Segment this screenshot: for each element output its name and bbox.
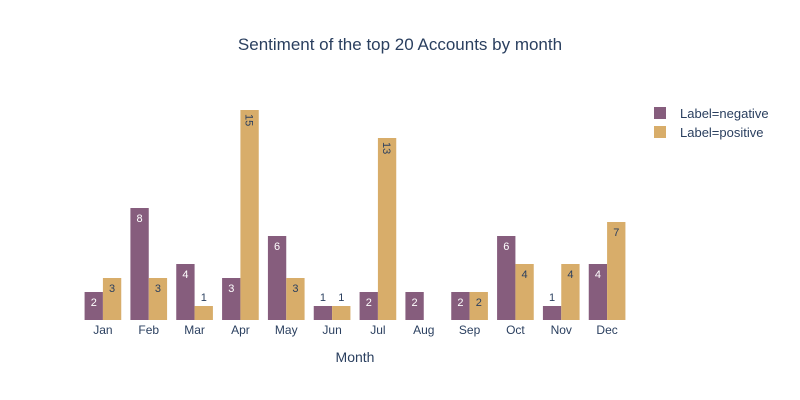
x-tick-label: Feb (138, 323, 159, 337)
bar-value-label: 4 (595, 269, 601, 281)
chart-title: Sentiment of the top 20 Accounts by mont… (238, 35, 562, 54)
x-tick-label: Dec (596, 323, 617, 337)
bar-negative[interactable] (176, 264, 195, 320)
x-tick-label: Jun (322, 323, 341, 337)
bar-negative[interactable] (313, 306, 333, 320)
legend-swatch[interactable] (654, 107, 666, 119)
bar-value-label: 4 (567, 269, 573, 281)
x-tick-label: Jul (370, 323, 385, 337)
bar-positive[interactable] (515, 264, 534, 320)
x-tick-label: Sep (459, 323, 481, 337)
x-tick-label: Nov (551, 323, 572, 337)
bar-value-label: 3 (109, 283, 115, 295)
bar-value-label: 1 (201, 292, 207, 304)
x-tick-label: Jan (93, 323, 112, 337)
bar-negative[interactable] (588, 264, 608, 320)
legend[interactable]: Label=negative Label=positive (654, 106, 769, 140)
bar-negative[interactable] (542, 306, 562, 320)
legend-label[interactable]: Label=positive (680, 125, 763, 140)
bar-negative[interactable] (359, 292, 378, 320)
bar-positive[interactable] (194, 306, 213, 320)
bar-negative[interactable] (222, 278, 241, 320)
bar-positive[interactable] (377, 138, 397, 320)
bar-value-label: 6 (503, 241, 509, 253)
x-axis-ticks: Jan Feb Mar Apr May Jun Jul Aug Sep Oct Nov Dec (93, 323, 618, 337)
bar-positive[interactable] (332, 306, 351, 320)
bar-value-label: 3 (292, 283, 298, 295)
bar-value-label: 3 (228, 283, 234, 295)
x-tick-label: May (275, 323, 298, 337)
bar-negative[interactable] (130, 208, 149, 320)
bar-negative[interactable] (84, 292, 103, 320)
bar-positive[interactable] (148, 278, 168, 320)
x-tick-label: Aug (413, 323, 434, 337)
bar-value-label: 4 (182, 269, 188, 281)
bar-negative[interactable] (267, 236, 287, 320)
bar-positive[interactable] (240, 110, 259, 320)
bar-value-label: 7 (613, 227, 619, 239)
bar-negative[interactable] (497, 236, 516, 320)
x-tick-label: Oct (506, 323, 525, 337)
bar-value-label: 3 (155, 283, 161, 295)
legend-swatch[interactable] (654, 126, 666, 138)
bar-value-label: 15 (243, 114, 255, 126)
bar-positive[interactable] (469, 292, 488, 320)
bar-positive[interactable] (102, 278, 122, 320)
bar-value-label: 1 (320, 292, 326, 304)
bar-positive[interactable] (607, 222, 626, 320)
legend-label[interactable]: Label=negative (680, 106, 769, 121)
bar-negative[interactable] (405, 292, 424, 320)
bar-value-label: 2 (366, 297, 372, 309)
x-axis-title: Month (336, 349, 375, 365)
bar-value-label: 2 (476, 297, 482, 309)
bar-positive[interactable] (286, 278, 305, 320)
x-tick-label: Apr (231, 323, 250, 337)
bar-value-label: 2 (457, 297, 463, 309)
x-tick-label: Mar (184, 323, 205, 337)
bar-value-label: 6 (274, 241, 280, 253)
bar-value-label: 2 (91, 297, 97, 309)
bar-negative[interactable] (451, 292, 470, 320)
bar-value-label: 2 (412, 297, 418, 309)
bar-positive[interactable] (561, 264, 580, 320)
bar-value-label: 8 (137, 213, 143, 225)
bar-value-label: 13 (380, 142, 392, 154)
bar-value-label: 1 (338, 292, 344, 304)
bar-value-label: 1 (549, 292, 555, 304)
bar-value-label: 4 (522, 269, 528, 281)
